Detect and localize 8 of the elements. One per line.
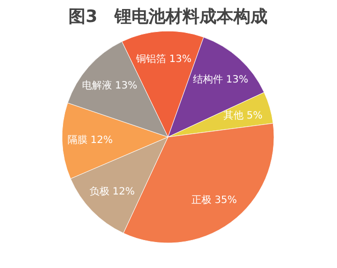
slice-label: 负极 12% — [89, 185, 135, 198]
slice-label: 正极 35% — [191, 194, 237, 206]
slice-label: 电解液 13% — [82, 79, 138, 92]
slice-label: 铜铝箔 13% — [135, 53, 192, 66]
slice-label: 其他 5% — [223, 109, 262, 122]
slice-label: 隔膜 12% — [67, 134, 113, 146]
slice-label: 结构件 13% — [192, 73, 248, 86]
chart-title: 图3 锂电池材料成本构成 — [68, 7, 268, 27]
